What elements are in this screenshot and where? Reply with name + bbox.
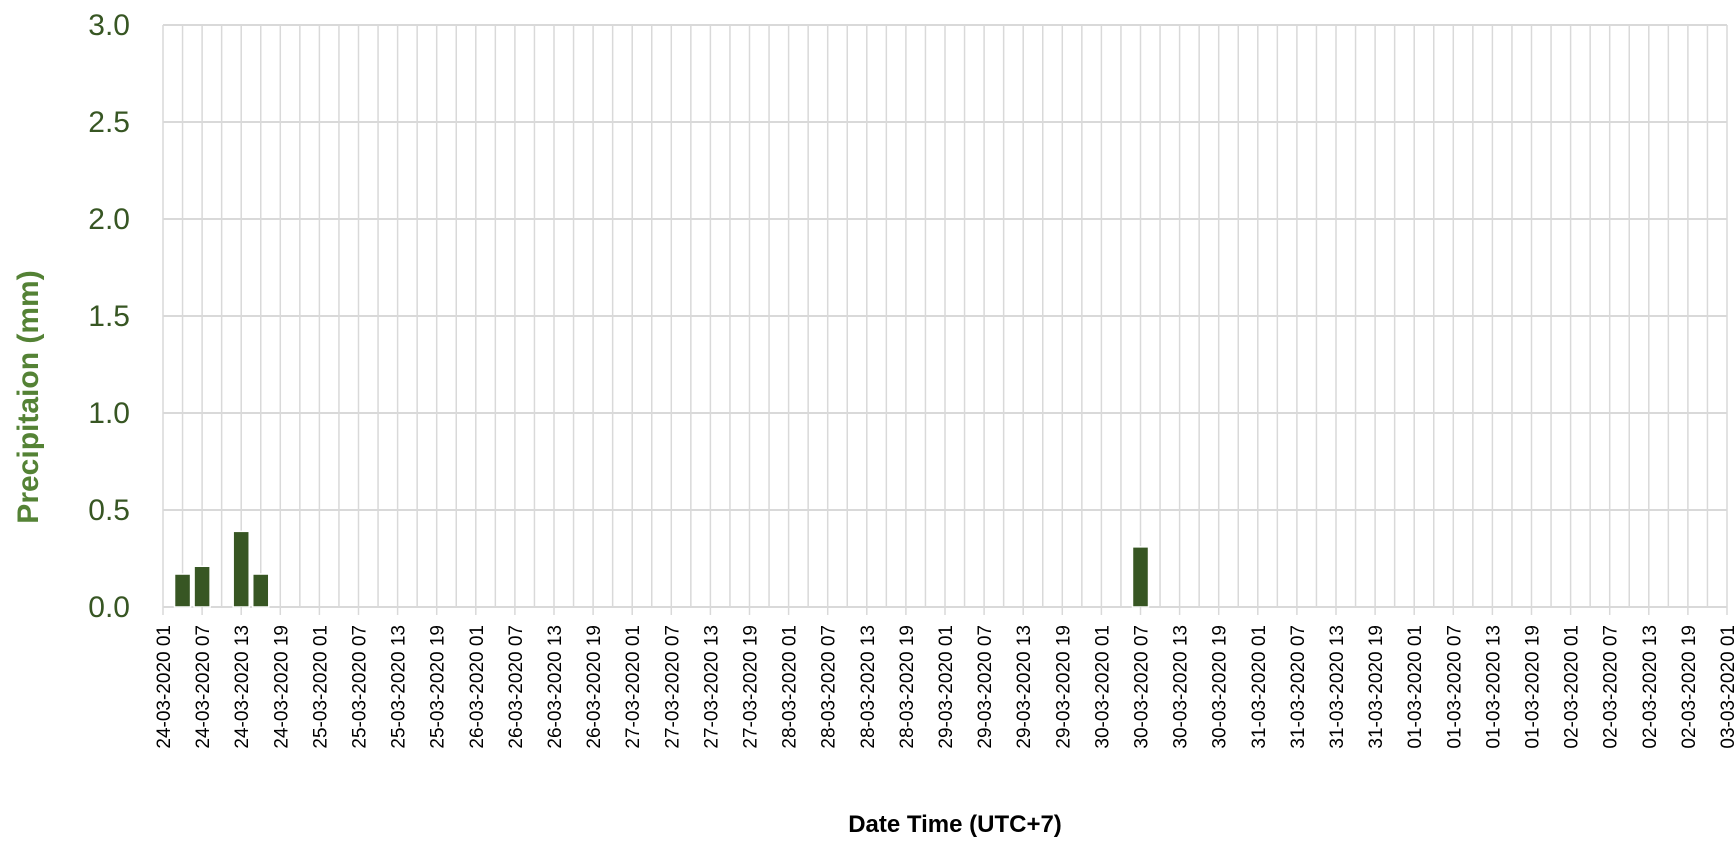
x-tick-label: 29-03-2020 19 — [1053, 625, 1074, 749]
x-tick-label: 30-03-2020 07 — [1132, 625, 1153, 749]
x-tick-label: 31-03-2020 13 — [1327, 625, 1348, 749]
x-tick-label: 27-03-2020 13 — [701, 625, 722, 749]
y-tick-label: 2.0 — [88, 203, 130, 236]
x-tick-label: 31-03-2020 07 — [1288, 625, 1309, 749]
x-axis-ticks: 24-03-2020 01 24-03-2020 07 24-03-2020 13 2… — [154, 607, 1735, 749]
x-tick-label: 31-03-2020 01 — [1249, 625, 1270, 749]
x-tick-label: 30-03-2020 19 — [1210, 625, 1231, 749]
precipitation-bar — [251, 573, 270, 608]
x-tick-label: 28-03-2020 01 — [780, 625, 801, 749]
x-tick-label: 01-03-2020 13 — [1483, 625, 1504, 749]
y-axis-title: Precipitaion (mm) — [12, 270, 45, 523]
y-tick-label: 0.0 — [88, 591, 130, 624]
x-tick-label: 26-03-2020 01 — [467, 625, 488, 749]
x-tick-label: 03-03-2020 01 — [1718, 625, 1735, 749]
y-tick-label: 1.0 — [88, 397, 130, 430]
x-tick-label: 26-03-2020 07 — [506, 625, 527, 749]
x-tick-label: 01-03-2020 01 — [1405, 625, 1426, 749]
precipitation-bar — [1131, 546, 1150, 608]
x-axis-title: Date Time (UTC+7) — [848, 811, 1062, 838]
y-tick-label: 1.5 — [88, 300, 130, 333]
x-tick-label: 27-03-2020 19 — [741, 625, 762, 749]
bar-series — [173, 530, 1150, 608]
x-tick-label: 01-03-2020 07 — [1444, 625, 1465, 749]
x-tick-label: 02-03-2020 13 — [1640, 625, 1661, 749]
precipitation-bar — [193, 565, 211, 608]
x-tick-label: 28-03-2020 07 — [819, 625, 840, 749]
y-tick-label: 0.5 — [88, 494, 130, 527]
x-tick-label: 31-03-2020 19 — [1366, 625, 1387, 749]
x-tick-label: 24-03-2020 01 — [154, 625, 175, 749]
precipitation-bar — [232, 530, 250, 608]
x-tick-label: 24-03-2020 13 — [232, 625, 253, 749]
x-tick-label: 25-03-2020 19 — [428, 625, 449, 749]
y-tick-label: 2.5 — [88, 106, 130, 139]
gridlines — [162, 24, 1728, 608]
x-tick-label: 27-03-2020 01 — [623, 625, 644, 749]
x-tick-label: 26-03-2020 13 — [545, 625, 566, 749]
x-tick-label: 25-03-2020 07 — [350, 625, 371, 749]
x-tick-label: 28-03-2020 19 — [897, 625, 918, 749]
x-tick-label: 25-03-2020 01 — [310, 625, 331, 749]
x-tick-label: 01-03-2020 19 — [1523, 625, 1544, 749]
x-tick-label: 27-03-2020 07 — [662, 625, 683, 749]
x-tick-label: 26-03-2020 19 — [584, 625, 605, 749]
y-tick-label: 3.0 — [88, 9, 130, 42]
x-tick-label: 02-03-2020 19 — [1679, 625, 1700, 749]
x-tick-label: 24-03-2020 19 — [271, 625, 292, 749]
x-tick-label: 30-03-2020 13 — [1171, 625, 1192, 749]
x-tick-label: 30-03-2020 01 — [1092, 625, 1113, 749]
x-tick-label: 02-03-2020 07 — [1601, 625, 1622, 749]
x-tick-label: 29-03-2020 07 — [975, 625, 996, 749]
x-tick-label: 02-03-2020 01 — [1562, 625, 1583, 749]
x-tick-label: 24-03-2020 07 — [193, 625, 214, 749]
x-tick-label: 29-03-2020 01 — [936, 625, 957, 749]
x-tick-label: 28-03-2020 13 — [858, 625, 879, 749]
x-tick-label: 29-03-2020 13 — [1014, 625, 1035, 749]
x-tick-label: 25-03-2020 13 — [389, 625, 410, 749]
precipitation-bar — [173, 573, 192, 608]
y-axis-ticks: 0.0 0.5 1.0 1.5 2.0 2.5 3.0 — [88, 9, 130, 624]
